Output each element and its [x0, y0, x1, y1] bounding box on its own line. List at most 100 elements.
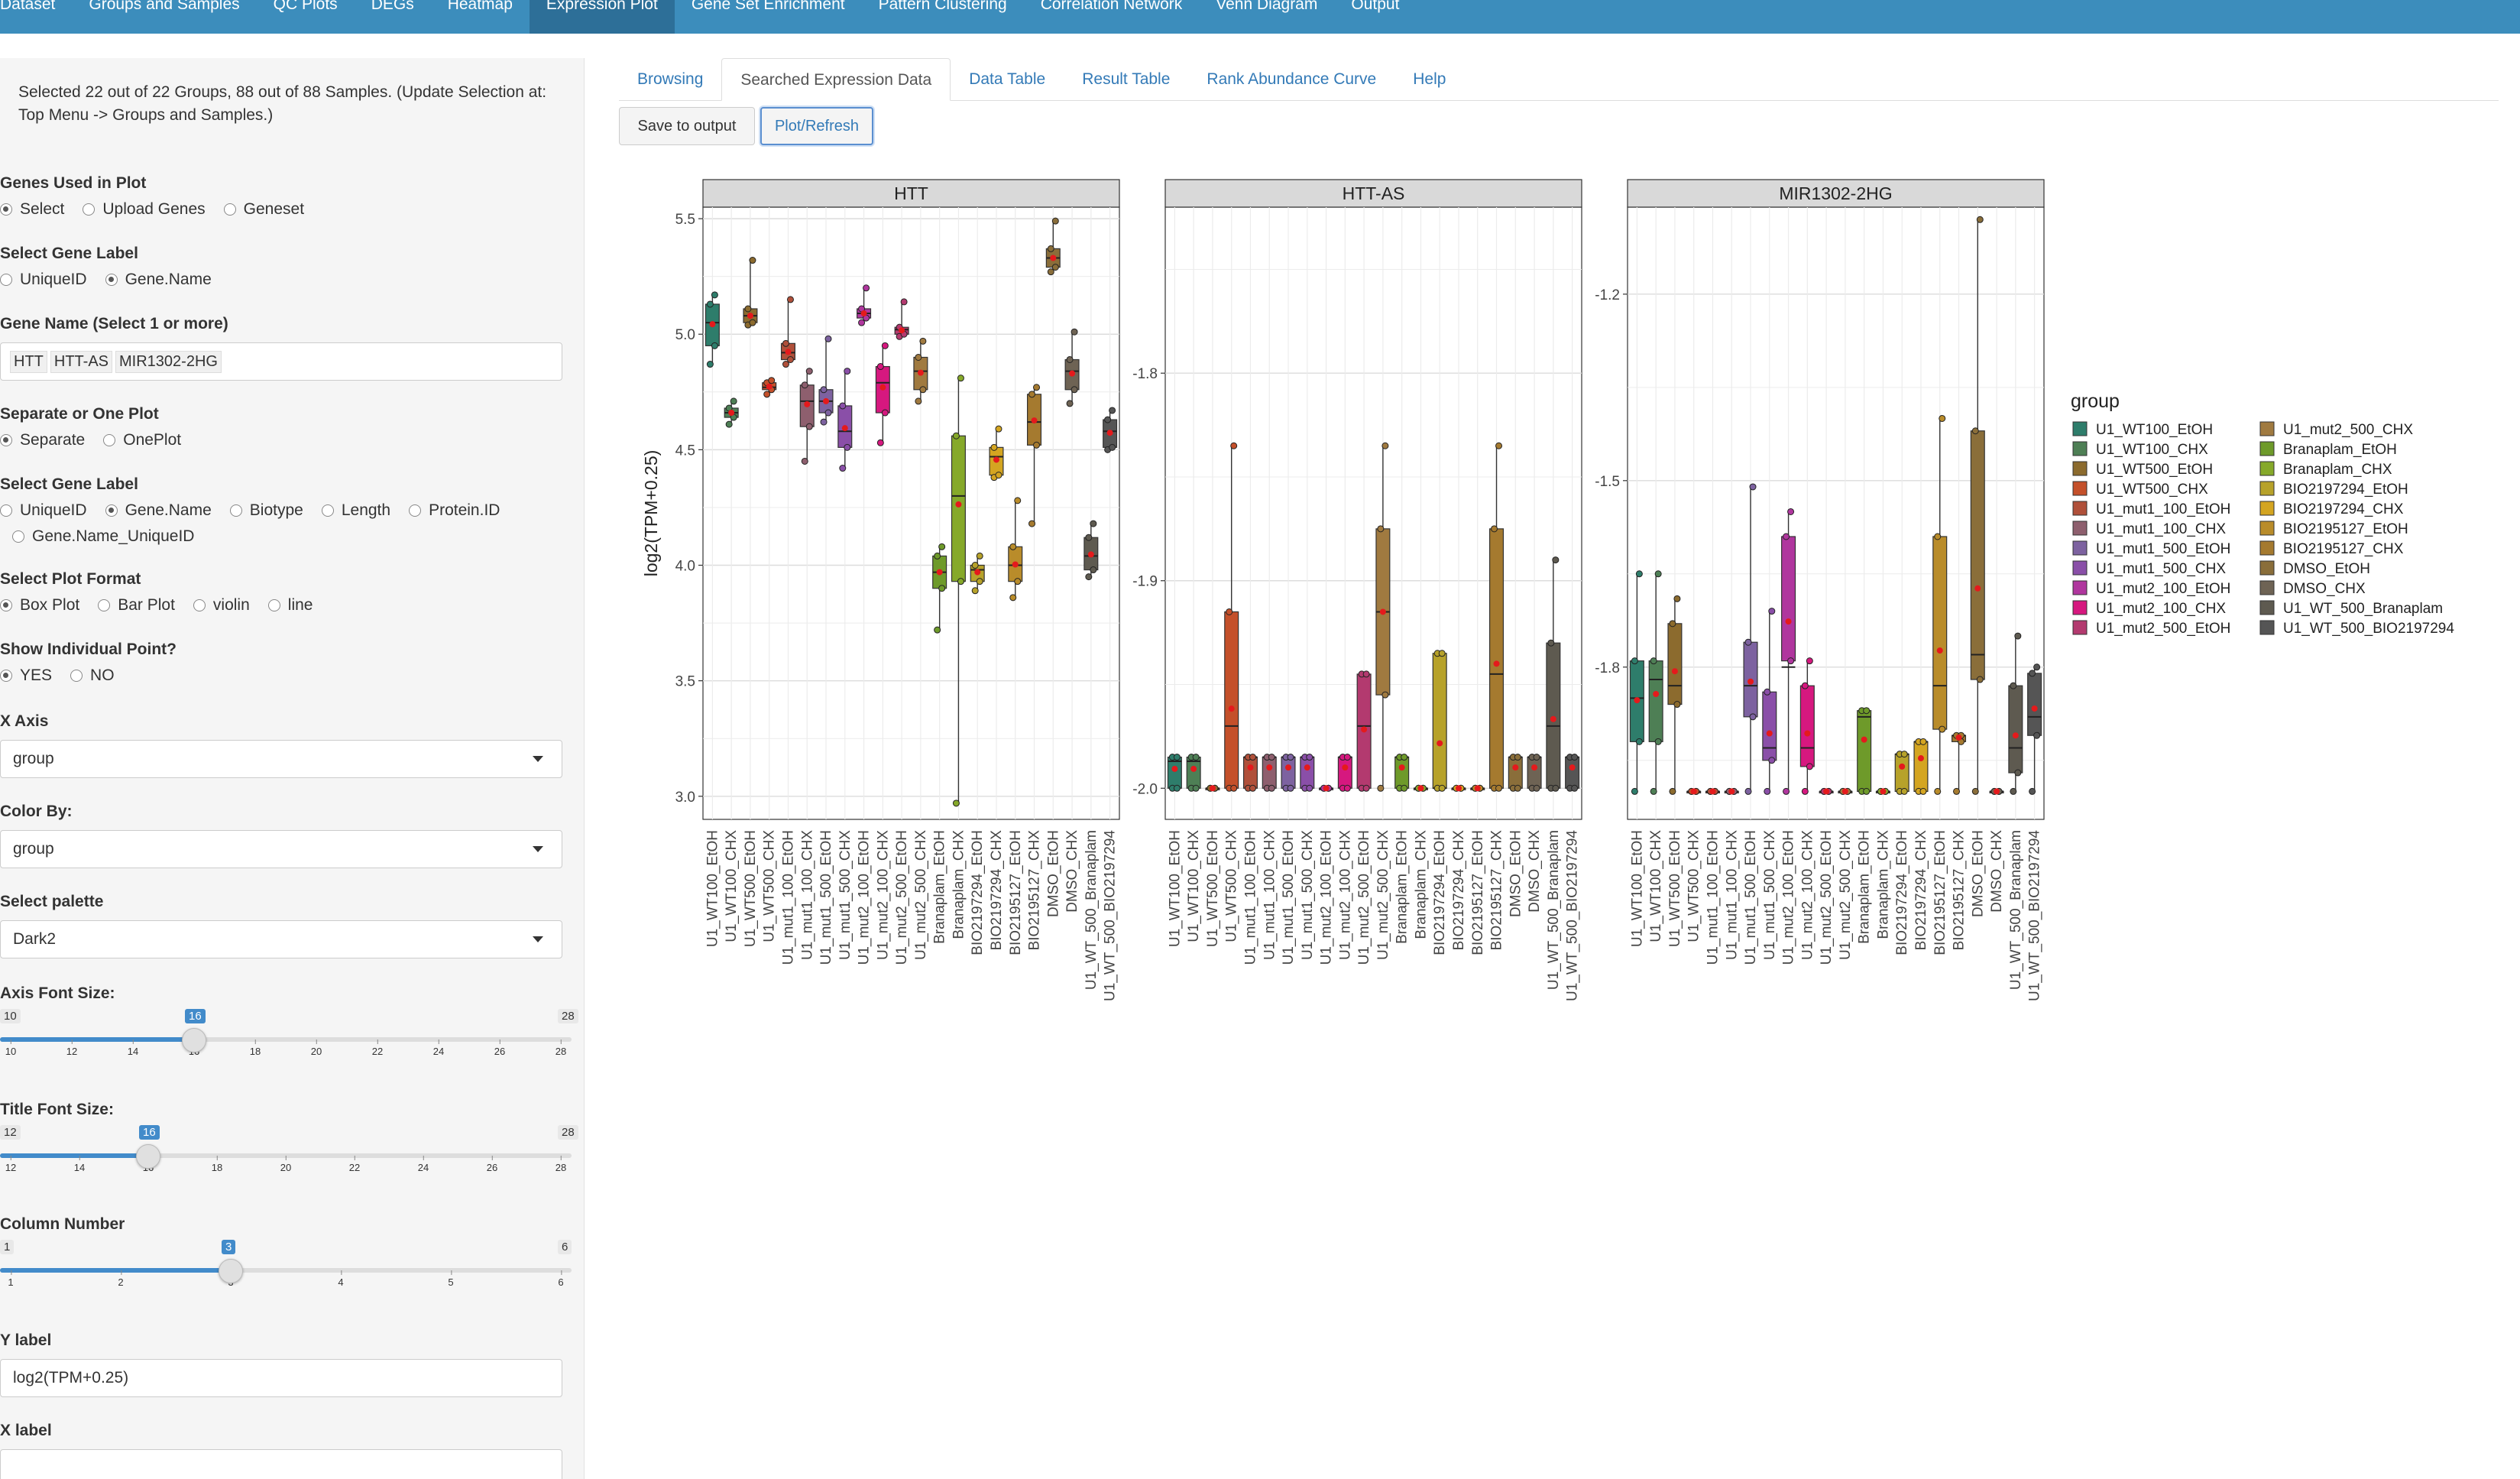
radio-label: Box Plot — [20, 596, 80, 614]
radio-option-oneplot[interactable]: OnePlot — [103, 431, 181, 449]
radio-button[interactable] — [105, 504, 118, 517]
nav-item-qc-plots[interactable]: QC Plots — [273, 0, 338, 13]
nav-item-expression-plot[interactable]: Expression Plot — [529, 0, 675, 34]
mean-point — [1671, 668, 1678, 675]
sample-point — [1631, 787, 1638, 795]
column-number-slider[interactable]: 123456163 — [0, 1240, 572, 1293]
palette-select[interactable]: Dark2 — [0, 920, 562, 958]
radio-button[interactable] — [83, 203, 96, 216]
sample-point — [1650, 657, 1657, 665]
axis-font-slider[interactable]: 10121416182022242628102816 — [0, 1009, 578, 1062]
tab-rank-abundance-curve[interactable]: Rank Abundance Curve — [1207, 70, 1377, 88]
mean-point — [899, 327, 905, 334]
legend-entry: U1_mut2_500_CHX — [2283, 422, 2413, 438]
tab-data-table[interactable]: Data Table — [969, 70, 1046, 88]
radio-option-geneset[interactable]: Geneset — [223, 200, 304, 219]
mean-point — [1899, 763, 1906, 770]
nav-item-dataset[interactable]: Dataset — [0, 0, 56, 13]
radio-option-protein-id[interactable]: Protein.ID — [409, 501, 500, 520]
gene-tag[interactable]: HTT — [10, 350, 47, 373]
title-font-slider[interactable]: 121416182022242628122816 — [0, 1125, 578, 1179]
sample-point — [839, 402, 847, 410]
radio-option-line[interactable]: line — [267, 596, 313, 615]
nav-item-output[interactable]: Output — [1351, 0, 1400, 13]
nav-item-pattern-clustering[interactable]: Pattern Clustering — [878, 0, 1007, 13]
radio-button[interactable] — [103, 434, 116, 446]
nav-item-gene-set-enrichment[interactable]: Gene Set Enrichment — [691, 0, 845, 13]
x-tick-label: U1_WT500_EtOH — [1667, 830, 1683, 947]
radio-option-biotype[interactable]: Biotype — [229, 501, 303, 520]
x-label-input[interactable] — [0, 1449, 562, 1479]
tab-searched-expression-data[interactable]: Searched Expression Data — [721, 58, 951, 101]
nav-item-degs[interactable]: DEGs — [371, 0, 414, 13]
x-tick-label: U1_WT_500_BIO2197294 — [1103, 830, 1119, 1001]
radio-button[interactable] — [0, 274, 12, 286]
color-by-select[interactable]: group — [0, 830, 562, 868]
radio-button[interactable] — [0, 504, 12, 517]
radio-button[interactable] — [0, 670, 12, 682]
tab-help[interactable]: Help — [1413, 70, 1446, 88]
sample-point — [2033, 663, 2041, 671]
radio-option-uniqueid[interactable]: UniqueID — [0, 271, 87, 289]
radio-button[interactable] — [321, 504, 334, 517]
radio-button[interactable] — [12, 530, 24, 543]
radio-option-box-plot[interactable]: Box Plot — [0, 596, 79, 615]
radio-option-gene-name-uniqueid[interactable]: Gene.Name_UniqueID — [12, 527, 194, 546]
radio-label: UniqueID — [20, 271, 87, 288]
radio-button[interactable] — [0, 434, 12, 446]
sample-point — [1669, 787, 1676, 795]
slider-handle[interactable] — [182, 1028, 206, 1052]
radio-option-select[interactable]: Select — [0, 200, 64, 219]
nav-item-correlation-network[interactable]: Correlation Network — [1040, 0, 1183, 13]
radio-option-length[interactable]: Length — [321, 501, 390, 520]
radio-option-violin[interactable]: violin — [193, 596, 250, 615]
slider-track[interactable] — [0, 1037, 572, 1042]
nav-item-groups-and-samples[interactable]: Groups and Samples — [89, 0, 240, 13]
x-tick-label: BIO2197294_CHX — [1451, 830, 1467, 951]
radio-button[interactable] — [70, 670, 83, 682]
slider-track[interactable] — [0, 1268, 572, 1273]
mean-point — [1323, 785, 1330, 792]
radio-option-upload-genes[interactable]: Upload Genes — [83, 200, 206, 219]
mean-point — [1304, 764, 1310, 771]
sample-point — [1934, 533, 1942, 540]
radio-button[interactable] — [229, 504, 242, 517]
sample-point — [1287, 784, 1294, 792]
nav-item-venn-diagram[interactable]: Venn Diagram — [1216, 0, 1318, 13]
sample-point — [957, 578, 964, 585]
radio-button[interactable] — [193, 599, 206, 611]
box-u1-mut1-100-etoh — [1242, 756, 1258, 789]
radio-option-gene-name[interactable]: Gene.Name — [105, 501, 212, 520]
tab-result-table[interactable]: Result Table — [1082, 70, 1171, 88]
radio-option-gene-name[interactable]: Gene.Name — [105, 271, 212, 289]
plot-refresh-button[interactable]: Plot/Refresh — [760, 107, 873, 145]
plot-format-radio-group: Box Plot Bar Plot violin line — [0, 596, 331, 615]
radio-button[interactable] — [105, 274, 118, 286]
x-tick-label: U1_WT500_EtOH — [743, 830, 759, 947]
slider-track[interactable] — [0, 1153, 572, 1158]
sample-point — [1028, 520, 1036, 527]
radio-option-uniqueid[interactable]: UniqueID — [0, 501, 87, 520]
radio-option-bar-plot[interactable]: Bar Plot — [98, 596, 175, 615]
slider-handle[interactable] — [136, 1144, 160, 1169]
sample-point — [934, 552, 941, 559]
nav-item-heatmap[interactable]: Heatmap — [447, 0, 513, 13]
save-to-output-button[interactable]: Save to output — [619, 107, 755, 145]
y-tick-label: -1.5 — [1595, 474, 1620, 490]
radio-button[interactable] — [98, 599, 111, 611]
tab-browsing[interactable]: Browsing — [637, 70, 704, 88]
x-axis-select[interactable]: group — [0, 740, 562, 778]
radio-button[interactable] — [0, 599, 12, 611]
radio-button[interactable] — [409, 504, 422, 517]
radio-button[interactable] — [0, 203, 12, 216]
gene-tag[interactable]: HTT-AS — [50, 350, 113, 373]
gene-name-select[interactable]: HTT HTT-AS MIR1302-2HG — [0, 342, 562, 381]
radio-option-no[interactable]: NO — [70, 667, 115, 685]
gene-tag[interactable]: MIR1302-2HG — [115, 350, 222, 373]
y-label-input[interactable]: log2(TPM+0.25) — [0, 1359, 562, 1397]
slider-handle[interactable] — [219, 1259, 243, 1283]
radio-option-separate[interactable]: Separate — [0, 431, 85, 449]
radio-button[interactable] — [267, 599, 280, 611]
radio-option-yes[interactable]: YES — [0, 667, 52, 685]
radio-button[interactable] — [223, 203, 236, 216]
